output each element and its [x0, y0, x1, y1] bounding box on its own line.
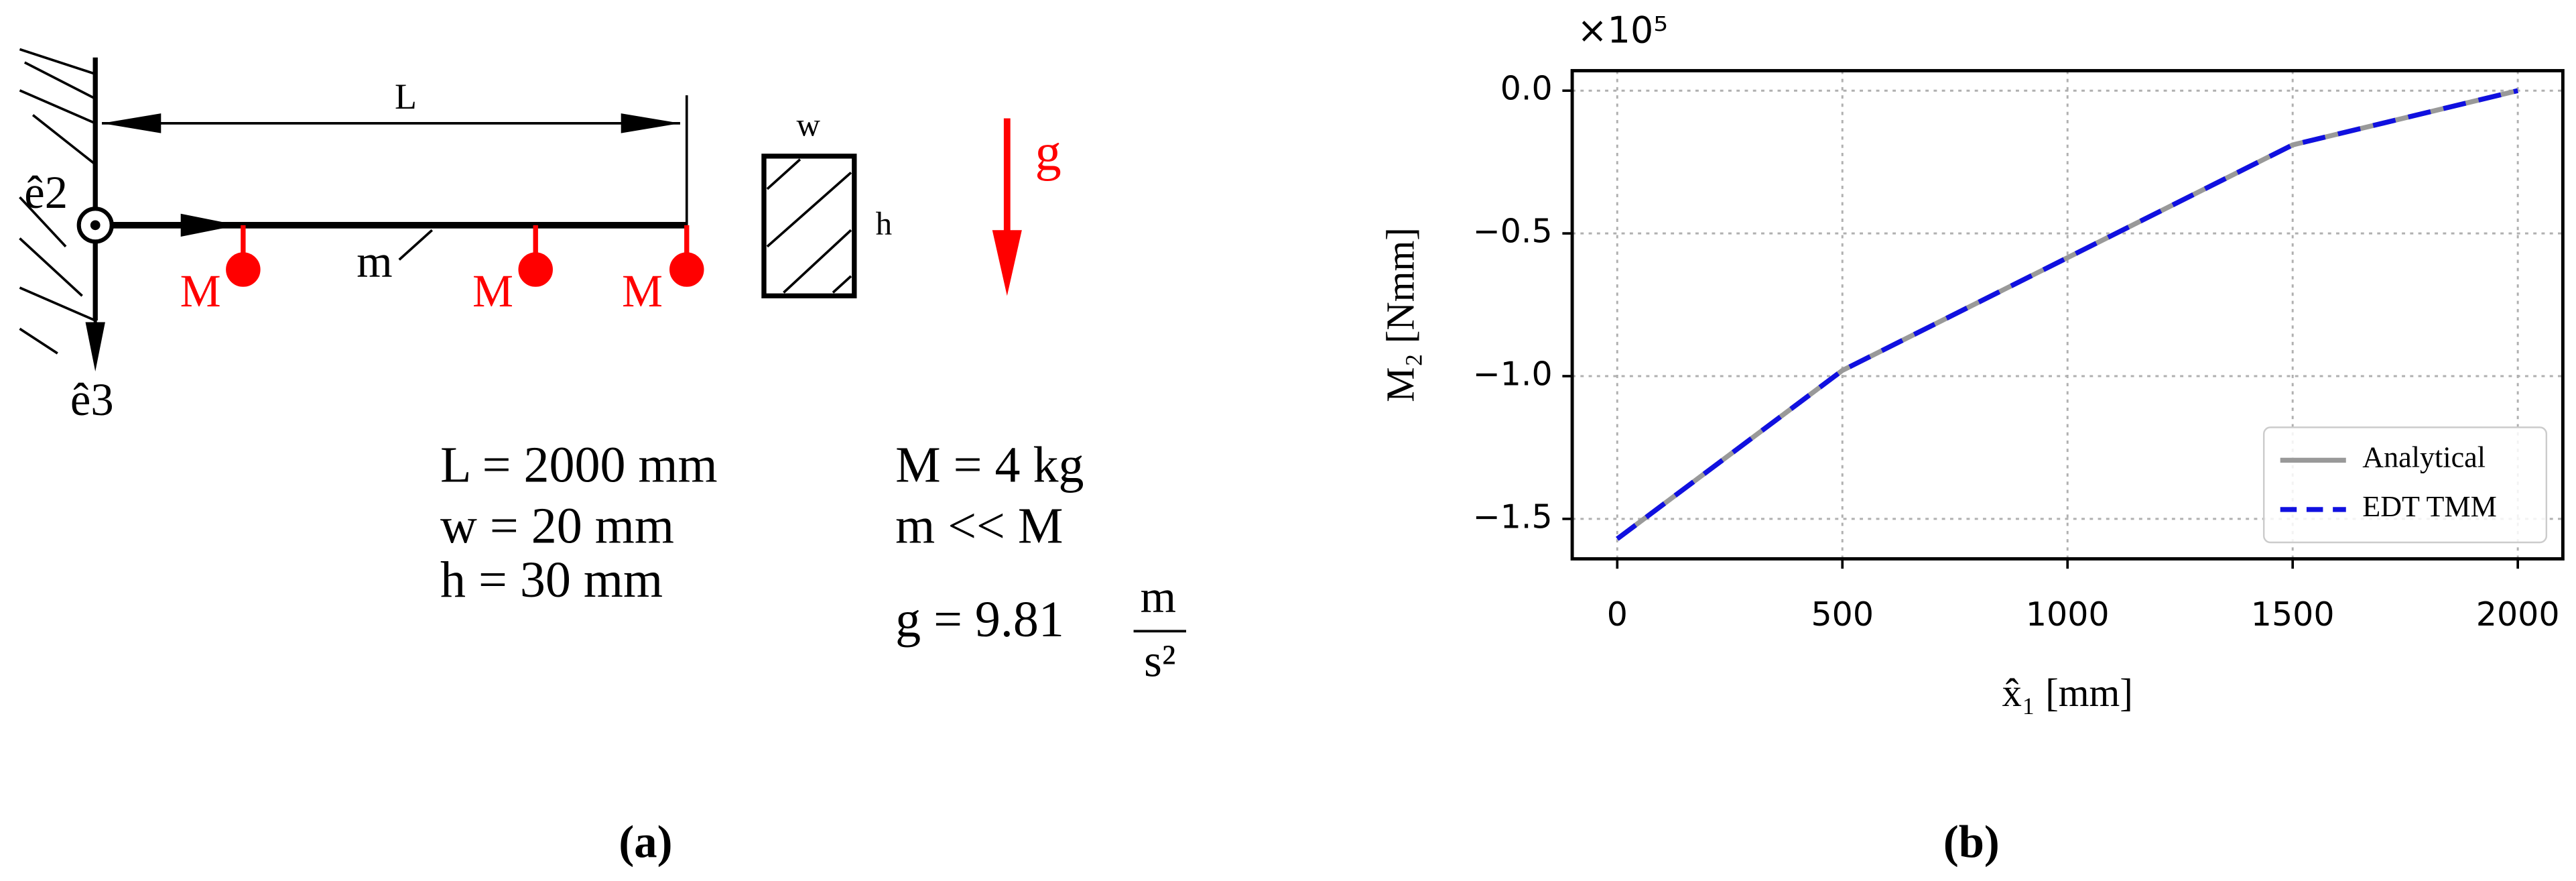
arrowhead: [85, 322, 105, 372]
beam-mass-label: m: [357, 236, 392, 287]
y-tick-label: −0.5: [1473, 212, 1553, 251]
y-tick-label: 0.0: [1500, 69, 1553, 108]
arrowhead: [102, 113, 162, 133]
diagram: L ê2 ê3 M M M m w h g L = 2000: [19, 48, 1187, 867]
equation: g = 9.81: [895, 591, 1064, 648]
mass-label: M: [180, 266, 221, 316]
x-tick-label: 1500: [2251, 595, 2335, 634]
point-masses: [226, 225, 704, 287]
x-tick-label: 500: [1811, 595, 1874, 634]
leader-line: [398, 229, 434, 261]
y-tick-label: −1.0: [1473, 355, 1553, 394]
width-label: w: [796, 106, 820, 143]
axis-offset: ×10⁵: [1577, 9, 1667, 52]
x-tick-label: 2000: [2476, 595, 2560, 634]
mass-label: M: [622, 266, 663, 316]
cross-section-hatch: [766, 158, 852, 294]
unit-denominator: s²: [1144, 636, 1175, 687]
gravity-label: g: [1035, 123, 1061, 181]
axis-e2-dot: [90, 220, 101, 231]
length-label: L: [395, 76, 417, 117]
data-line: [1616, 88, 2519, 541]
equation: m << M: [895, 497, 1063, 554]
y-tick-label: −1.5: [1473, 497, 1553, 536]
y-axis-label: M₂ [Nmm]: [1379, 227, 1423, 402]
equation: L = 2000 mm: [440, 437, 718, 493]
axis-label: ê2: [24, 167, 68, 218]
arrowhead: [621, 113, 680, 133]
plot-frame: [1570, 68, 2565, 561]
cross-section: [761, 154, 857, 298]
equation: h = 30 mm: [440, 552, 663, 608]
x-axis-label: x̂₁ [mm]: [2002, 671, 2133, 715]
x-tick-label: 0: [1607, 595, 1628, 634]
arrowhead: [180, 213, 239, 237]
chart: 0 500 1000 1500 2000 0.0 −0.5 −1.0 −1.5 ×10⁵ x̂₁ […: [1379, 9, 2565, 867]
equation: w = 20 mm: [440, 497, 674, 554]
legend-label: EDT TMM: [2362, 490, 2497, 523]
legend-label: Analytical: [2362, 441, 2486, 474]
caption: (b): [1943, 816, 2000, 867]
equation: M = 4 kg: [895, 437, 1084, 493]
height-label: h: [876, 205, 893, 242]
x-tick-label: 1000: [2026, 595, 2110, 634]
arrowhead: [992, 230, 1022, 296]
legend-box: [2262, 426, 2548, 544]
caption: (a): [619, 816, 672, 867]
unit-numerator: m: [1141, 571, 1176, 622]
axis-label: ê3: [70, 374, 114, 425]
wall-hatch: [19, 48, 96, 355]
mass-label: M: [472, 266, 513, 316]
